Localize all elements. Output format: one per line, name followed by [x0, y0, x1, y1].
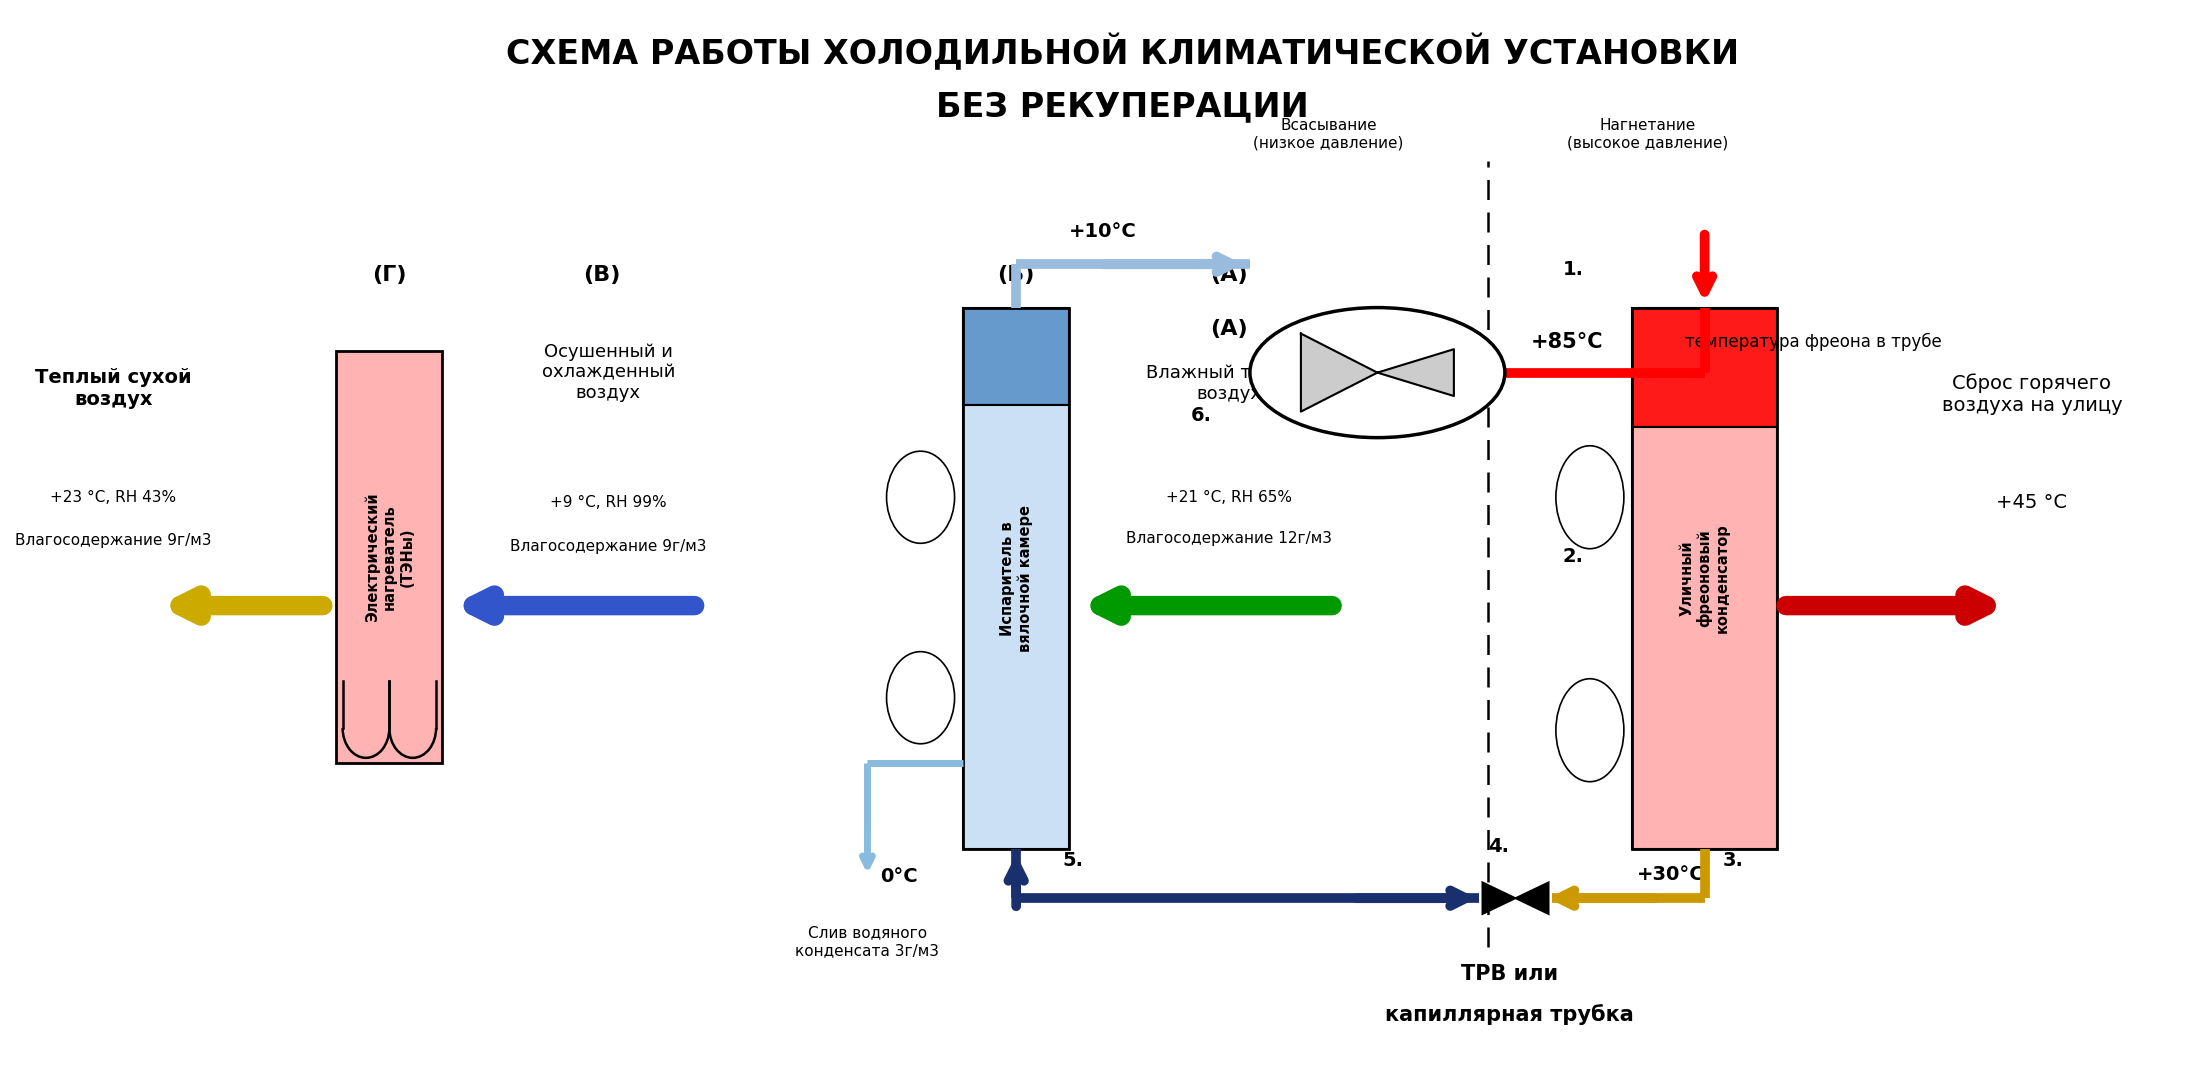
Text: +45 °С: +45 °С — [1996, 494, 2066, 512]
FancyBboxPatch shape — [337, 351, 442, 762]
Text: 2.: 2. — [1563, 547, 1583, 567]
Text: Уличный
фреоновый
конденсатор: Уличный фреоновый конденсатор — [1679, 524, 1729, 633]
Text: +10°C: +10°C — [1068, 223, 1136, 241]
Text: Теплый сухой
воздух: Теплый сухой воздух — [35, 368, 190, 410]
Text: +23 °С, RH 43%: +23 °С, RH 43% — [50, 489, 175, 505]
FancyBboxPatch shape — [1633, 308, 1777, 427]
FancyBboxPatch shape — [963, 405, 1068, 850]
Text: 3.: 3. — [1723, 851, 1745, 869]
Text: Испаритель в
вялочной камере: Испаритель в вялочной камере — [1000, 505, 1033, 652]
Polygon shape — [1513, 881, 1550, 915]
Text: Всасывание
(низкое давление): Всасывание (низкое давление) — [1254, 118, 1403, 151]
Ellipse shape — [1556, 446, 1624, 548]
Ellipse shape — [887, 451, 954, 544]
Text: Влажный теплый
воздух: Влажный теплый воздух — [1147, 364, 1311, 403]
Text: 0°C: 0°C — [880, 867, 917, 886]
Text: ТРВ или: ТРВ или — [1460, 964, 1559, 984]
Text: Слив водяного
конденсата 3г/м3: Слив водяного конденсата 3г/м3 — [795, 925, 939, 958]
Text: 4.: 4. — [1489, 836, 1508, 856]
Text: Осушенный и
охлажденный
воздух: Осушенный и охлажденный воздух — [541, 343, 674, 403]
Text: БЕЗ РЕКУПЕРАЦИИ: БЕЗ РЕКУПЕРАЦИИ — [937, 91, 1309, 123]
Text: +30°C: +30°C — [1637, 865, 1705, 883]
Text: Влагосодержание 9г/м3: Влагосодержание 9г/м3 — [15, 533, 212, 548]
Text: 5.: 5. — [1064, 851, 1084, 869]
FancyBboxPatch shape — [963, 308, 1068, 405]
Ellipse shape — [1556, 679, 1624, 782]
Text: Сброс горячего
воздуха на улицу: Сброс горячего воздуха на улицу — [1942, 373, 2121, 415]
Text: СХЕМА РАБОТЫ ХОЛОДИЛЬНОЙ КЛИМАТИЧЕСКОЙ УСТАНОВКИ: СХЕМА РАБОТЫ ХОЛОДИЛЬНОЙ КЛИМАТИЧЕСКОЙ У… — [506, 34, 1738, 72]
Text: (Б): (Б) — [998, 265, 1035, 285]
Text: Влагосодержание 12г/м3: Влагосодержание 12г/м3 — [1125, 531, 1331, 546]
Text: +85°C: +85°C — [1530, 332, 1602, 353]
Text: Влагосодержание 9г/м3: Влагосодержание 9г/м3 — [510, 538, 707, 554]
Polygon shape — [1482, 881, 1517, 915]
Text: (Г): (Г) — [372, 265, 407, 285]
Circle shape — [1250, 308, 1504, 438]
Polygon shape — [1377, 349, 1453, 396]
Text: (А): (А) — [1211, 265, 1248, 285]
Text: 1.: 1. — [1563, 260, 1583, 280]
Text: Нагнетание
(высокое давление): Нагнетание (высокое давление) — [1567, 118, 1727, 151]
Text: +21 °С, RH 65%: +21 °С, RH 65% — [1167, 489, 1292, 505]
Text: +9 °С, RH 99%: +9 °С, RH 99% — [549, 495, 665, 510]
Text: капиллярная трубка: капиллярная трубка — [1386, 1004, 1633, 1024]
Ellipse shape — [887, 652, 954, 744]
Polygon shape — [1300, 333, 1377, 412]
FancyBboxPatch shape — [1633, 427, 1777, 850]
Text: (В): (В) — [582, 265, 619, 285]
Text: температура фреона в трубе: температура фреона в трубе — [1686, 333, 1942, 352]
Text: (А): (А) — [1211, 319, 1248, 340]
Text: 6.: 6. — [1191, 406, 1213, 426]
Text: Электрический
нагреватель
(ТЭНы): Электрический нагреватель (ТЭНы) — [363, 492, 414, 621]
